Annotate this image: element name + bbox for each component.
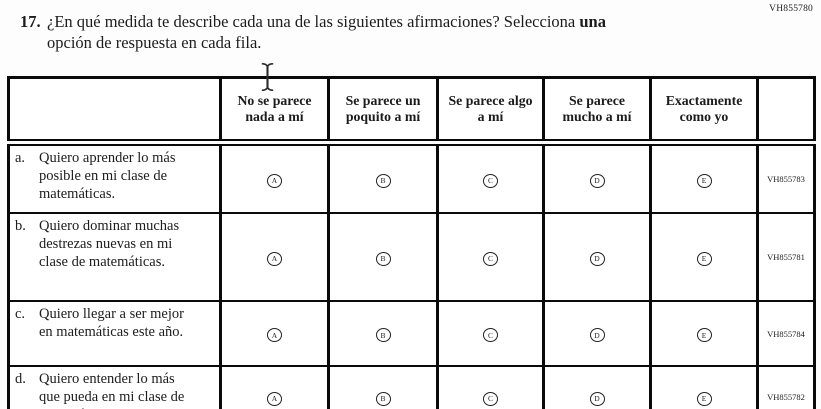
- option-letter: A: [271, 176, 278, 186]
- statement-cell: c. Quiero llegar a ser mejor en matemáti…: [7, 300, 222, 367]
- option-letter: E: [701, 254, 707, 264]
- header-code-cell: [756, 76, 816, 146]
- option-bubble-a[interactable]: A: [267, 328, 282, 343]
- row-letter: c.: [15, 306, 26, 322]
- option-bubble-b[interactable]: B: [375, 251, 391, 266]
- option-bubble-b[interactable]: B: [375, 328, 391, 343]
- option-letter: D: [594, 394, 600, 404]
- option-bubble-d[interactable]: D: [589, 391, 605, 406]
- header-exactamente-como-yo: Exactamente como yo: [649, 76, 759, 146]
- option-letter: E: [701, 394, 707, 404]
- option-bubble-e[interactable]: E: [696, 173, 712, 188]
- option-cell-b5: E: [649, 212, 759, 302]
- option-bubble-e[interactable]: E: [696, 328, 712, 343]
- question-number: 17.: [20, 12, 41, 31]
- question-text-emphasis: una: [579, 12, 606, 31]
- header-se-parece-algo: Se parece algo a mí: [436, 76, 545, 146]
- option-cell-c1: A: [219, 300, 330, 367]
- item-code: VH855783: [756, 141, 816, 214]
- option-letter: E: [701, 330, 707, 340]
- item-code: VH855781: [756, 212, 816, 302]
- row-statement: Quiero llegar a ser mejor en matemáticas…: [39, 306, 184, 340]
- header-se-parece-un-poquito: Se parece un poquito a mí: [327, 76, 439, 146]
- option-letter: A: [271, 330, 278, 340]
- page-accession-code: VH855780: [769, 4, 813, 14]
- question-text: ¿En qué medida te describe cada una de l…: [47, 11, 651, 53]
- option-cell-b1: A: [219, 212, 330, 302]
- header-no-se-parece-nada: No se parece nada a mí: [219, 76, 330, 146]
- item-code: VH855784: [756, 300, 816, 367]
- table-row-a: a. Quiero aprender lo más posible en mi …: [7, 141, 816, 214]
- option-letter: B: [380, 254, 386, 264]
- option-cell-b3: C: [436, 212, 545, 302]
- option-letter: B: [380, 394, 386, 404]
- option-cell-a5: E: [649, 141, 759, 214]
- option-cell-a2: B: [327, 141, 439, 214]
- option-cell-a1: A: [219, 141, 330, 214]
- option-bubble-c[interactable]: C: [483, 328, 498, 343]
- table-row-c: c. Quiero llegar a ser mejor en matemáti…: [7, 300, 816, 367]
- option-bubble-c[interactable]: C: [483, 173, 498, 188]
- item-code: VH855782: [756, 365, 816, 409]
- row-letter: d.: [15, 371, 26, 387]
- option-letter: C: [487, 254, 493, 264]
- header-se-parece-mucho: Se parece mucho a mí: [542, 76, 652, 146]
- option-letter: A: [271, 394, 278, 404]
- option-cell-c2: B: [327, 300, 439, 367]
- option-cell-d2: B: [327, 365, 439, 409]
- option-bubble-a[interactable]: A: [267, 391, 282, 406]
- option-bubble-c[interactable]: C: [483, 251, 498, 266]
- option-bubble-c[interactable]: C: [483, 391, 498, 406]
- table-row-b: b. Quiero dominar muchas destrezas nueva…: [7, 212, 816, 302]
- option-letter: B: [380, 330, 386, 340]
- option-letter: A: [271, 254, 278, 264]
- option-cell-a4: D: [542, 141, 652, 214]
- question-text-start: ¿En qué medida te describe cada una de l…: [47, 12, 580, 31]
- option-letter: D: [594, 254, 600, 264]
- table-row-d: d. Quiero entender lo más que pueda en m…: [7, 365, 816, 409]
- option-bubble-b[interactable]: B: [375, 173, 391, 188]
- option-letter: C: [487, 394, 493, 404]
- option-letter: E: [701, 176, 707, 186]
- statement-cell: b. Quiero dominar muchas destrezas nueva…: [7, 212, 222, 302]
- option-bubble-b[interactable]: B: [375, 391, 391, 406]
- option-letter: C: [487, 176, 493, 186]
- option-letter: D: [594, 176, 600, 186]
- row-letter: b.: [15, 218, 26, 234]
- option-bubble-a[interactable]: A: [267, 251, 282, 266]
- option-cell-c4: D: [542, 300, 652, 367]
- option-cell-d5: E: [649, 365, 759, 409]
- question-text-end: opción de respuesta en cada fila.: [47, 33, 262, 52]
- option-bubble-e[interactable]: E: [696, 251, 712, 266]
- statement-cell: a. Quiero aprender lo más posible en mi …: [7, 141, 222, 214]
- statement-cell: d. Quiero entender lo más que pueda en m…: [7, 365, 222, 409]
- option-cell-b2: B: [327, 212, 439, 302]
- option-bubble-d[interactable]: D: [589, 251, 605, 266]
- row-letter: a.: [15, 150, 26, 166]
- row-statement: Quiero dominar muchas destrezas nuevas e…: [39, 218, 180, 270]
- option-cell-d3: C: [436, 365, 545, 409]
- response-grid: No se parece nada a mí Se parece un poqu…: [7, 76, 816, 409]
- option-cell-a3: C: [436, 141, 545, 214]
- header-row: No se parece nada a mí Se parece un poqu…: [7, 76, 816, 146]
- header-empty-cell: [7, 76, 222, 146]
- option-cell-c5: E: [649, 300, 759, 367]
- question-block: 17. ¿En qué medida te describe cada una …: [20, 11, 680, 53]
- option-cell-b4: D: [542, 212, 652, 302]
- option-letter: C: [487, 330, 493, 340]
- option-cell-c3: C: [436, 300, 545, 367]
- option-letter: D: [594, 330, 600, 340]
- option-cell-d4: D: [542, 365, 652, 409]
- option-bubble-d[interactable]: D: [589, 328, 605, 343]
- option-bubble-e[interactable]: E: [696, 391, 712, 406]
- row-statement: Quiero aprender lo más posible en mi cla…: [39, 150, 176, 202]
- option-cell-d1: A: [219, 365, 330, 409]
- row-statement: Quiero entender lo más que pueda en mi c…: [39, 371, 185, 409]
- option-bubble-a[interactable]: A: [267, 173, 282, 188]
- option-letter: B: [380, 176, 386, 186]
- option-bubble-d[interactable]: D: [589, 173, 605, 188]
